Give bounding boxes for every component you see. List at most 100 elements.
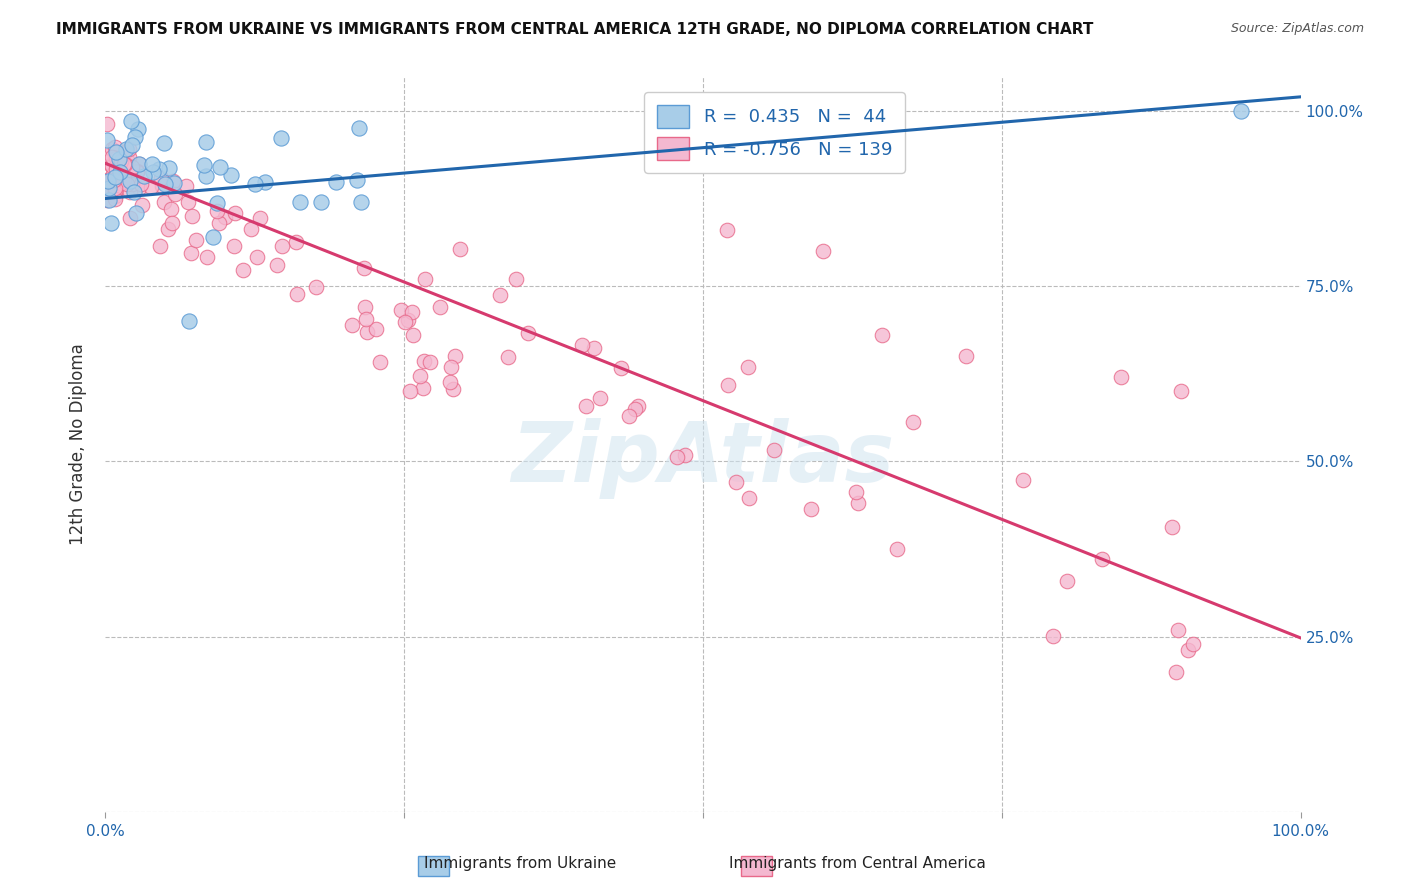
Point (118, 142, 141, 156)
Point (901, 415, 924, 429)
Point (413, 354, 436, 368)
Point (364, 322, 387, 336)
Point (737, 360, 759, 375)
Text: IMMIGRANTS FROM UKRAINE VS IMMIGRANTS FROM CENTRAL AMERICA 12TH GRADE, NO DIPLOM: IMMIGRANTS FROM UKRAINE VS IMMIGRANTS FR… (56, 22, 1094, 37)
Point (97, 180, 120, 194)
Point (1111, 370, 1133, 384)
Point (160, 202, 183, 217)
Point (1170, 384, 1192, 399)
Point (104, 140, 127, 154)
Point (1042, 629, 1064, 643)
Point (112, 157, 135, 171)
Point (96, 117, 118, 131)
Point (617, 409, 640, 424)
Point (214, 210, 236, 224)
Point (254, 175, 277, 189)
Point (1161, 520, 1184, 534)
Point (449, 243, 471, 257)
Point (152, 136, 174, 151)
Point (356, 326, 378, 340)
Point (181, 209, 204, 223)
Point (444, 349, 467, 363)
Point (153, 177, 176, 191)
Point (107, 152, 129, 166)
Point (1229, 103, 1251, 118)
Point (142, 165, 165, 179)
Point (128, 157, 150, 171)
Text: Source: ZipAtlas.com: Source: ZipAtlas.com (1230, 22, 1364, 36)
Point (105, 161, 128, 176)
Point (589, 391, 612, 405)
Point (104, 151, 127, 165)
Point (441, 382, 464, 396)
Point (110, 153, 132, 168)
Point (160, 216, 183, 230)
Point (118, 186, 141, 200)
Point (399, 384, 422, 399)
Point (353, 260, 375, 275)
Point (150, 179, 173, 194)
Point (208, 216, 231, 230)
Point (104, 192, 127, 206)
Point (1177, 643, 1199, 657)
Point (97, 174, 120, 188)
Point (105, 145, 128, 159)
Point (115, 177, 138, 191)
Point (288, 195, 311, 210)
Point (222, 239, 245, 253)
Point (96, 133, 118, 147)
Point (153, 194, 176, 209)
Point (205, 203, 228, 218)
Point (845, 485, 868, 500)
Point (800, 502, 823, 516)
Point (112, 159, 135, 173)
Point (176, 179, 198, 194)
Point (162, 177, 184, 191)
Point (370, 355, 392, 369)
Point (309, 194, 332, 209)
Point (100, 216, 122, 230)
Point (1012, 473, 1035, 487)
Point (97, 149, 120, 163)
Point (193, 158, 215, 172)
Point (666, 450, 689, 465)
Point (104, 164, 127, 178)
Point (114, 157, 136, 171)
Point (149, 239, 172, 253)
Point (103, 173, 125, 187)
Point (439, 375, 461, 389)
Point (118, 174, 141, 188)
Point (389, 303, 412, 318)
Point (101, 159, 124, 173)
Point (846, 496, 869, 510)
Point (505, 272, 527, 286)
Point (128, 157, 150, 171)
Point (125, 205, 148, 219)
Point (401, 304, 423, 318)
Point (673, 448, 696, 462)
Point (104, 189, 127, 203)
Point (108, 160, 131, 174)
Point (104, 180, 127, 194)
Point (131, 197, 153, 211)
Point (872, 328, 894, 343)
Point (115, 153, 138, 168)
Point (243, 178, 266, 192)
Point (162, 174, 184, 188)
Point (413, 272, 436, 286)
Point (347, 120, 370, 135)
Point (571, 337, 593, 351)
Point (108, 164, 131, 178)
Point (353, 300, 375, 314)
Point (325, 175, 347, 189)
Point (127, 122, 149, 136)
Point (219, 168, 242, 182)
Point (195, 136, 218, 150)
Point (125, 165, 148, 179)
Point (246, 250, 269, 264)
Point (1056, 574, 1078, 589)
Text: ZipAtlas: ZipAtlas (512, 418, 894, 499)
Point (208, 161, 231, 175)
Y-axis label: 12th Grade, No Diploma: 12th Grade, No Diploma (69, 343, 87, 545)
Point (575, 399, 598, 413)
